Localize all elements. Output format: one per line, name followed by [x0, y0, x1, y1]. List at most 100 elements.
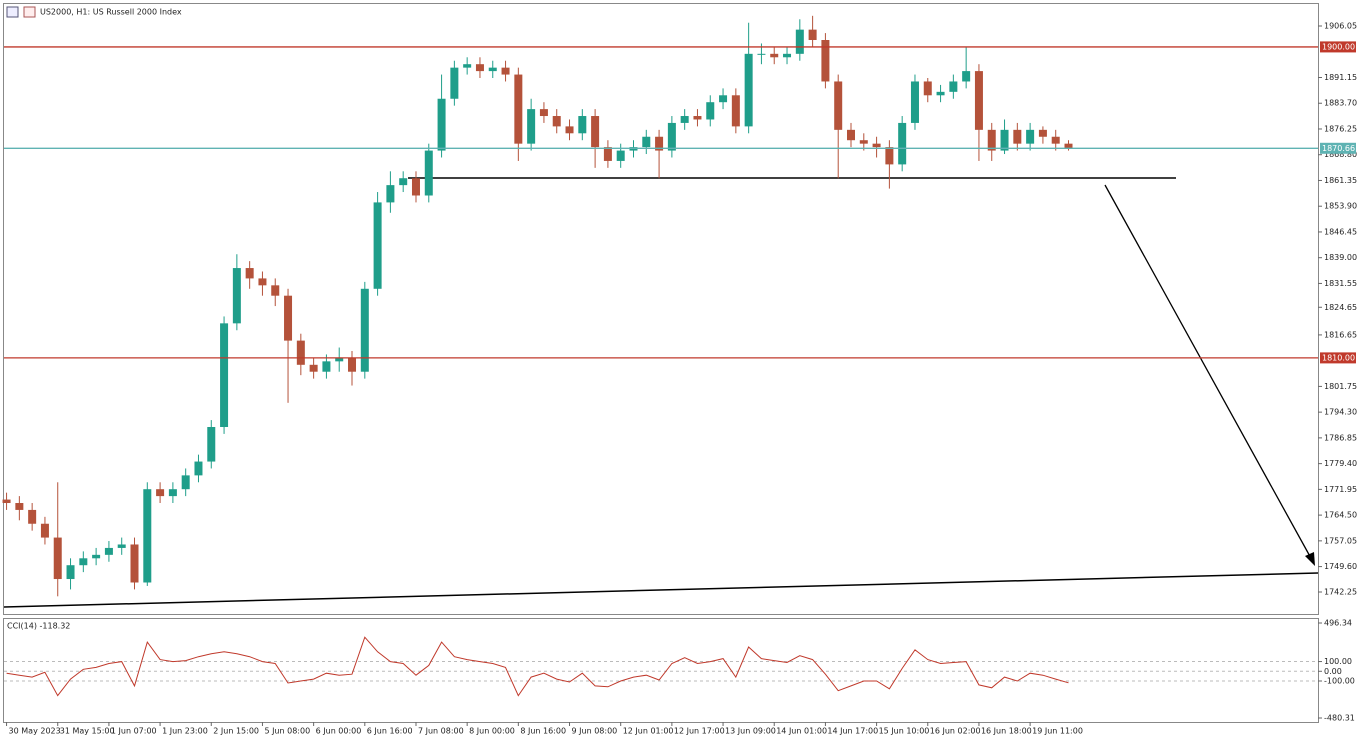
x-tick-label: 8 Jun 16:00 — [520, 727, 566, 736]
y-tick-label: 1891.15 — [1324, 73, 1357, 82]
x-tick-label: 16 Jun 02:00 — [930, 727, 981, 736]
candle-body — [616, 150, 625, 161]
cci-line — [6, 636, 1069, 697]
candle-body — [194, 461, 203, 476]
x-tick-label: 12 Jun 17:00 — [674, 727, 725, 736]
annotations — [3, 177, 1319, 608]
candle-body — [731, 95, 740, 127]
candle-body — [66, 565, 75, 580]
x-tick-label: 1 Jun 23:00 — [162, 727, 208, 736]
y-tick-label: 0.00 — [1324, 667, 1342, 676]
y-tick-label: 1883.70 — [1324, 99, 1357, 108]
candle-body — [181, 475, 190, 490]
candle-body — [795, 29, 804, 54]
y-tick-label: -480.31 — [1324, 714, 1355, 723]
y-tick-label: 1786.85 — [1324, 433, 1357, 442]
x-tick-label: 14 Jun 17:00 — [827, 727, 878, 736]
price-label-box — [1320, 352, 1356, 364]
candle-body — [936, 91, 945, 96]
candle-body — [949, 81, 958, 92]
candle-body — [117, 544, 126, 548]
candle-body — [1000, 129, 1009, 151]
y-tick-label: 1757.05 — [1324, 536, 1357, 545]
candle-body — [424, 150, 433, 196]
candle-body — [475, 64, 484, 72]
indicator-title: CCI(14) -118.32 — [7, 622, 70, 631]
x-tick-label: 14 Jun 01:00 — [776, 727, 827, 736]
candle-body — [271, 285, 280, 296]
candle-body — [79, 558, 88, 566]
trend-line — [3, 572, 1319, 608]
x-tick-label: 2 Jun 15:00 — [213, 727, 259, 736]
candle-body — [296, 340, 305, 365]
y-tick-label: 1816.65 — [1324, 330, 1357, 339]
price-label-box — [1320, 142, 1356, 154]
candle-body — [399, 178, 408, 186]
candle-body — [846, 129, 855, 141]
candle-body — [92, 554, 101, 559]
candle-body — [693, 116, 702, 120]
candle-body — [744, 53, 753, 127]
candle-body — [1051, 136, 1060, 144]
candle-body — [130, 544, 139, 583]
x-tick-label: 8 Jun 00:00 — [469, 727, 515, 736]
candle-body — [348, 357, 357, 372]
candle-body — [335, 357, 344, 362]
y-tick-label: 1794.30 — [1324, 408, 1357, 417]
candle-body — [757, 53, 766, 55]
x-tick-label: 31 May 15:00 — [60, 727, 115, 736]
candle-body — [501, 67, 510, 75]
y-tick-label: 1801.75 — [1324, 382, 1357, 391]
x-tick-label: 12 Jun 01:00 — [623, 727, 674, 736]
candle-body — [514, 74, 523, 144]
candle-body — [245, 268, 254, 279]
price-label-box — [1320, 41, 1356, 53]
candle-body — [309, 364, 318, 372]
candle-body — [527, 109, 536, 144]
candle-body — [859, 140, 868, 144]
y-tick-label: 496.34 — [1324, 618, 1352, 627]
y-tick-label: 1839.00 — [1324, 253, 1357, 262]
candle-body — [719, 95, 728, 103]
y-tick-label: 1868.80 — [1324, 150, 1357, 159]
candle-body — [463, 64, 472, 68]
y-tick-label: 1906.05 — [1324, 22, 1357, 31]
candle-body — [910, 81, 919, 123]
icon — [6, 6, 19, 18]
x-tick-label: 9 Jun 08:00 — [572, 727, 618, 736]
price-label: 1870.66 — [1322, 144, 1355, 153]
candle-body — [28, 509, 37, 524]
x-tick-label: 6 Jun 16:00 — [367, 727, 413, 736]
candle-body — [923, 81, 932, 96]
candle-body — [156, 489, 165, 497]
y-tick-label: -100.00 — [1324, 677, 1355, 686]
candle-body — [143, 489, 152, 583]
candle-body — [1038, 129, 1047, 137]
candle-body — [962, 71, 971, 82]
y-tick-label: 1861.35 — [1324, 176, 1357, 185]
y-tick-label: 1831.55 — [1324, 279, 1357, 288]
x-tick-label: 5 Jun 08:00 — [264, 727, 310, 736]
candle-body — [1013, 129, 1022, 144]
candle-body — [437, 98, 446, 151]
candle-body — [591, 116, 600, 148]
y-tick-label: 100.00 — [1324, 657, 1352, 666]
candle-body — [232, 268, 241, 324]
y-tick-label: 1764.50 — [1324, 511, 1357, 520]
candle-body — [680, 116, 689, 123]
x-tick-label: 6 Jun 00:00 — [316, 727, 362, 736]
candle-body — [539, 109, 548, 117]
candle-body — [834, 81, 843, 130]
candle-body — [373, 202, 382, 289]
y-tick-label: 1824.65 — [1324, 303, 1357, 312]
y-tick-label: 1846.45 — [1324, 227, 1357, 236]
x-tick-label: 19 Jun 11:00 — [1032, 727, 1083, 736]
candle-body — [386, 185, 395, 203]
y-tick-label: 1771.95 — [1324, 485, 1357, 494]
candle-body — [603, 147, 612, 161]
candle-body — [642, 136, 651, 148]
candle-body — [258, 278, 267, 286]
candle-body — [808, 29, 817, 41]
